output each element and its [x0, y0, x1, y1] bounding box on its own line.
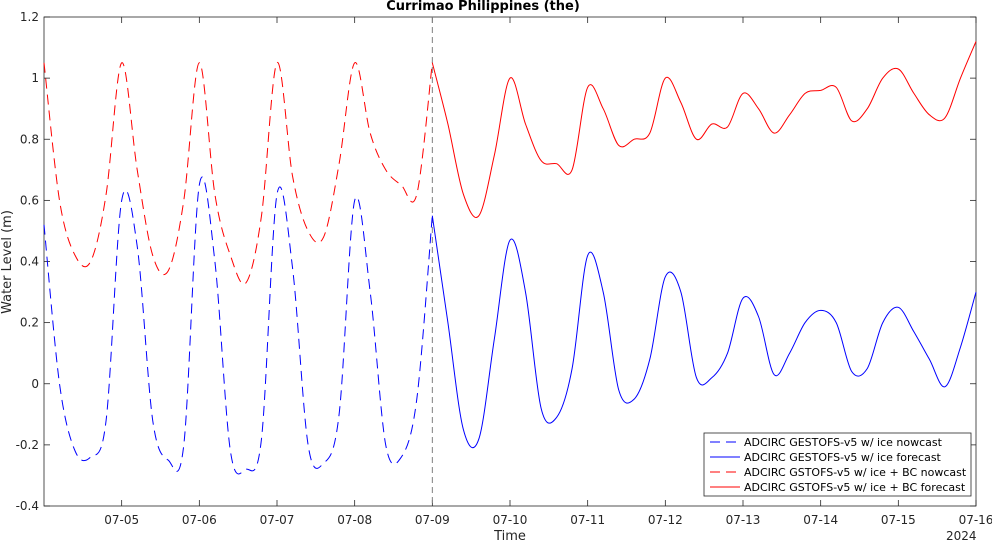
plot-area	[43, 16, 977, 507]
legend-items: ADCIRC GESTOFS-v5 w/ ice nowcast ADCIRC G…	[710, 436, 967, 494]
x-tick-label: 07-15	[881, 513, 916, 527]
y-tick-label: 0.6	[20, 193, 39, 207]
y-tick-label: 0	[31, 377, 39, 391]
y-axis-label: Water Level (m)	[0, 210, 15, 314]
y-tick-label: -0.4	[16, 499, 39, 513]
legend-entry: ADCIRC GSTOFS-v5 w/ ice + BC nowcast	[744, 466, 967, 479]
series-lines	[43, 41, 977, 475]
y-tick-label: 1.2	[20, 10, 39, 24]
y-tick-label: 1	[31, 71, 39, 85]
x-tick-label: 07-07	[260, 513, 295, 527]
y-tick-label: 0.4	[20, 255, 39, 269]
series-line	[431, 215, 977, 449]
chart-title: Currimao Philippines (the)	[386, 0, 580, 14]
legend: ADCIRC GESTOFS-v5 w/ ice nowcast ADCIRC G…	[703, 432, 972, 497]
series-line	[431, 41, 977, 218]
y-tick-label: 0.2	[20, 316, 39, 330]
x-tick-label: 07-09	[415, 513, 450, 527]
x-tick-labels: 07-05 07-06 07-07 07-08 07-09 07-10 07-11 07-12…	[104, 513, 992, 527]
year-label: 2024	[946, 529, 977, 541]
x-tick-label: 07-08	[337, 513, 372, 527]
legend-entry: ADCIRC GSTOFS-v5 w/ ice + BC forecast	[744, 481, 966, 494]
x-tick-label: 07-12	[648, 513, 683, 527]
x-tick-label: 07-14	[803, 513, 838, 527]
x-axis-label: Time	[493, 529, 526, 541]
y-tick-label: 0.8	[20, 132, 39, 146]
x-tick-label: 07-11	[570, 513, 605, 527]
x-tick-label: 07-16	[959, 513, 992, 527]
legend-entry: ADCIRC GESTOFS-v5 w/ ice forecast	[744, 451, 942, 464]
x-tick-label: 07-13	[726, 513, 761, 527]
legend-entry: ADCIRC GESTOFS-v5 w/ ice nowcast	[744, 436, 943, 449]
y-tick-labels: -0.4 -0.2 0 0.2 0.4 0.6 0.8 1 1.2	[16, 10, 39, 513]
x-tick-label: 07-10	[493, 513, 528, 527]
y-tick-label: -0.2	[16, 438, 39, 452]
x-tick-label: 07-06	[182, 513, 217, 527]
legend-box	[703, 432, 972, 497]
x-tick-label: 07-05	[104, 513, 139, 527]
series-line	[43, 62, 433, 285]
series-line	[43, 176, 433, 475]
